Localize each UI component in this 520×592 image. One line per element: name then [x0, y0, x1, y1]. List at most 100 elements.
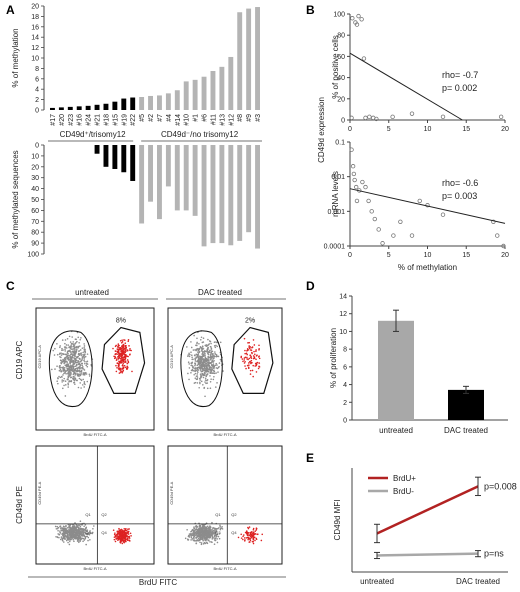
c-event-dot — [81, 530, 84, 533]
c-event-dot — [73, 525, 76, 527]
c-event-dot — [70, 344, 73, 346]
c-event-dot — [63, 359, 66, 361]
c-event-dot — [190, 364, 192, 367]
c-event-dot-brdu-positive — [246, 353, 248, 356]
c-event-dot-brdu-positive — [117, 358, 120, 360]
c-event-dot — [208, 362, 211, 364]
flow-cytometry-plots: untreated DAC treated CD19 APC CD49d PE BrdU… — [15, 288, 286, 587]
c-event-dot — [213, 345, 216, 347]
c-event-dot-brdu-positive — [246, 348, 249, 350]
a-bot-bar — [121, 145, 127, 173]
c-event-dot — [199, 379, 201, 381]
a-top-y-tick-label: 8 — [35, 66, 39, 73]
c-event-dot — [73, 381, 76, 384]
c-event-dot — [194, 525, 197, 528]
c-event-dot — [64, 534, 66, 536]
c-event-dot — [215, 362, 218, 365]
c-event-dot — [72, 377, 75, 380]
c-axis-caption: CD19 APC-A — [37, 345, 42, 369]
c-event-dot-brdu-positive — [258, 348, 260, 350]
c-event-dot — [83, 345, 86, 347]
c-event-dot — [63, 377, 66, 380]
c-event-dot — [202, 359, 205, 362]
c-event-dot — [88, 533, 91, 536]
c-event-dot-brdu-positive — [253, 350, 255, 353]
c-event-dot-brdu-positive — [124, 360, 127, 362]
c-event-dot — [216, 345, 219, 348]
b-top-fit-line — [349, 52, 463, 121]
c-event-dot — [69, 374, 72, 376]
c-event-dot — [80, 369, 83, 372]
c-event-dot-brdu-positive — [122, 351, 125, 354]
c-event-dot — [83, 356, 86, 359]
c-event-dot-brdu-positive — [122, 362, 125, 364]
c-event-dot — [92, 527, 94, 530]
c-event-dot — [194, 368, 196, 370]
c-event-dot — [68, 532, 71, 535]
c-event-dot — [84, 527, 87, 530]
c-event-dot-brdu-positive — [249, 535, 252, 538]
c-event-dot — [51, 368, 53, 371]
c-event-dot-brdu-positive — [125, 346, 128, 349]
a-bot-bar — [192, 145, 198, 216]
c-event-dot — [64, 525, 67, 527]
c-event-dot — [80, 337, 82, 339]
c-gate-negative — [180, 330, 223, 408]
a-category-label: #2 — [148, 114, 155, 122]
c-event-dot — [197, 530, 200, 533]
c-event-dot-brdu-positive — [117, 350, 120, 353]
c-event-dot-brdu-positive — [129, 349, 131, 352]
c-event-dot — [78, 377, 81, 380]
c-event-dot — [203, 361, 206, 364]
c-event-dot — [214, 346, 217, 349]
c-event-dot — [215, 530, 217, 533]
c-event-dot — [206, 348, 209, 351]
c-event-dot — [81, 356, 84, 358]
c-event-dot — [74, 346, 76, 349]
c-event-dot — [76, 367, 79, 370]
c-event-dot — [72, 348, 74, 350]
b-bot-x-tick-label: 15 — [462, 252, 470, 259]
c-event-dot-brdu-positive — [256, 533, 259, 536]
c-event-dot-brdu-positive — [124, 351, 127, 354]
c-event-dot — [202, 527, 205, 530]
c-event-dot — [202, 376, 205, 379]
c-event-dot — [190, 530, 192, 533]
c-event-dot — [213, 370, 216, 373]
b-bot-point — [351, 171, 357, 177]
c-event-dot-brdu-positive — [124, 353, 127, 356]
b-bot-y-tick-label: 0.001 — [327, 209, 345, 216]
c-event-dot — [59, 345, 62, 347]
c-event-dot — [64, 529, 67, 532]
c-event-dot — [200, 380, 203, 383]
c-event-dot — [79, 349, 82, 351]
c-event-dot — [193, 382, 196, 384]
c-event-dot — [68, 367, 70, 369]
a-top-bar — [237, 12, 243, 111]
c-event-dot — [193, 367, 195, 369]
a-top-y-tick-label: 0 — [35, 108, 39, 115]
a-bot-bar — [183, 145, 189, 211]
c-event-dot — [61, 539, 64, 541]
a-bot-y-tick-label: 20 — [31, 164, 39, 171]
c-event-dot-brdu-positive — [116, 535, 119, 538]
c-event-dot — [69, 530, 72, 532]
c-event-dot-brdu-positive — [117, 344, 120, 347]
a-top-bar — [76, 106, 82, 110]
c-event-dot-brdu-positive — [247, 366, 250, 369]
c-event-dot — [208, 531, 210, 533]
c-event-dot — [208, 350, 210, 353]
c-event-dot — [195, 542, 197, 545]
c-event-dot-brdu-positive — [120, 347, 122, 349]
c-event-dot — [188, 535, 190, 537]
e-legend-label: BrdU- — [393, 487, 414, 496]
c-event-dot — [202, 365, 204, 368]
c-event-dot-brdu-positive — [247, 533, 249, 536]
c-event-dot-brdu-positive — [125, 535, 128, 538]
c-event-dot — [203, 374, 206, 377]
c-event-dot-brdu-positive — [126, 368, 128, 370]
c-event-dot-brdu-positive — [114, 532, 116, 534]
c-event-dot-brdu-positive — [248, 345, 250, 347]
c-event-dot — [69, 371, 72, 373]
c-event-dot — [204, 358, 207, 360]
